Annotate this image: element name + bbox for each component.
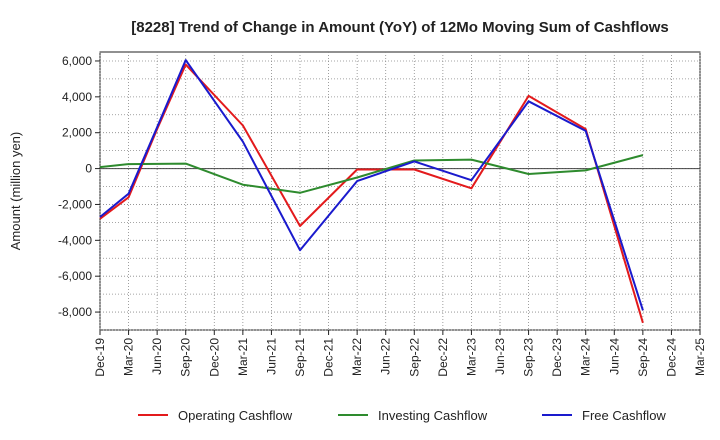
grid-lines [99,52,701,331]
y-tick-label: 6,000 [62,54,92,68]
chart-title: [8228] Trend of Change in Amount (YoY) o… [131,19,669,36]
y-tick-label: -6,000 [58,269,92,283]
y-tick-label: -4,000 [58,233,92,247]
x-tick-label: Jun-22 [379,338,393,375]
x-tick-label: Sep-24 [636,338,650,377]
x-tick-label: Dec-19 [93,338,107,377]
x-tick-label: Sep-22 [407,338,421,377]
x-tick-label: Mar-23 [464,338,478,376]
y-tick-label: 0 [85,162,92,176]
x-tick-label: Sep-21 [293,338,307,377]
plot-area [99,51,701,331]
series-lines [99,59,644,324]
series-line [99,59,644,311]
x-tick-label: Mar-22 [350,338,364,376]
y-axis-ticks: 6,000 4,000 2,000 0 -2,000 -4,000 -6,000 -8,000 [58,54,100,319]
y-tick-label: 4,000 [62,90,92,104]
x-tick-label: Dec-20 [207,338,221,377]
x-tick-label: Dec-24 [664,338,678,377]
x-tick-label: Jun-23 [493,338,507,375]
x-tick-label: Sep-23 [522,338,536,377]
legend-label: Free Cashflow [582,408,666,423]
legend-label: Operating Cashflow [178,408,293,423]
x-tick-label: Sep-20 [179,338,193,377]
x-tick-label: Dec-22 [436,338,450,377]
x-tick-label: Jun-24 [607,338,621,375]
x-tick-label: Jun-21 [264,338,278,375]
x-tick-label: Mar-25 [693,338,707,376]
x-tick-label: Dec-23 [550,338,564,377]
x-tick-label: Mar-20 [122,338,136,376]
y-tick-label: 2,000 [62,126,92,140]
y-tick-label: -8,000 [58,305,92,319]
x-tick-label: Mar-24 [579,338,593,376]
x-tick-label: Mar-21 [236,338,250,376]
y-tick-label: -2,000 [58,197,92,211]
x-axis-ticks: Dec-19 Mar-20 Jun-20 Sep-20 Dec-20 Mar-21 Jun-… [93,330,707,377]
x-tick-label: Dec-21 [322,338,336,377]
y-axis-label: Amount (million yen) [8,132,23,251]
legend: Operating Cashflow Investing Cashflow Free… [138,408,666,423]
legend-label: Investing Cashflow [378,408,488,423]
x-tick-label: Jun-20 [150,338,164,375]
series-line [99,154,644,194]
